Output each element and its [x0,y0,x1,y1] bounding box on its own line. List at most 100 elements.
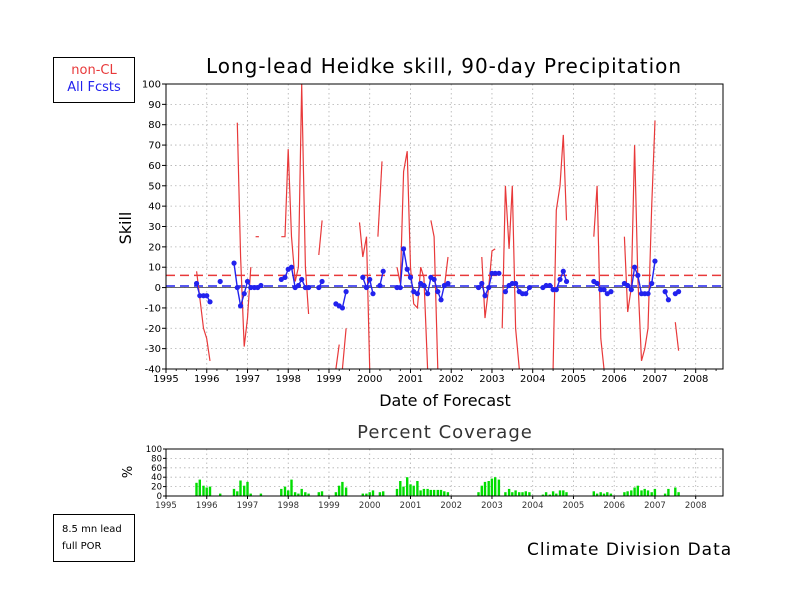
coverage-bar [399,481,402,496]
coverage-bar [409,484,412,497]
series-line-noncl [396,151,429,369]
series-line-noncl [430,220,439,369]
coverage-x-tick-label: 2004 [522,501,544,511]
coverage-bar [198,479,201,496]
data-point-all-fcsts [244,278,251,285]
coverage-bar [320,491,324,496]
coverage-bar [541,494,545,496]
lead-info-box: 8.5 mn lead full POR [53,514,135,562]
coverage-bar [514,490,517,496]
coverage-bar [208,486,212,496]
data-point-all-fcsts [560,268,566,274]
coverage-bar [317,492,320,496]
data-point-all-fcsts [248,284,254,291]
coverage-bar [219,493,222,496]
data-source-label: Climate Division Data [527,540,733,560]
data-point-all-fcsts [282,274,288,280]
coverage-bar [232,488,236,496]
x-tick-label: 1999 [316,374,341,385]
coverage-frame [165,448,724,497]
data-point-all-fcsts [526,284,533,291]
data-point-all-fcsts [557,276,563,283]
series-line-noncl [623,120,656,362]
coverage-bar [653,488,657,496]
coverage-x-tick-label: 1997 [237,501,259,511]
y-tick-label: 10 [148,263,161,274]
data-point-all-fcsts [295,282,302,289]
data-point-all-fcsts [316,284,322,291]
y-axis-title: Skill [116,212,135,245]
data-point-all-fcsts [631,264,638,270]
data-point-all-fcsts [197,293,203,299]
data-point-all-fcsts [628,287,634,293]
coverage-bar [646,490,650,496]
coverage-bar [504,492,507,496]
series-line-noncl [593,185,605,369]
y-tick-label: 40 [148,202,161,213]
x-tick-label: 1997 [235,374,260,385]
coverage-bar [524,491,527,496]
coverage-bar [432,489,436,496]
coverage-bar [609,493,613,496]
data-point-all-fcsts [231,260,237,266]
data-point-all-fcsts [625,282,631,289]
coverage-x-tick-label: 2003 [481,501,503,511]
data-point-all-fcsts [547,282,553,289]
coverage-x-tick-label: 2007 [644,501,666,511]
series-line-noncl [443,256,449,288]
coverage-bar [633,487,636,496]
coverage-x-tick-label: 2006 [603,501,625,511]
x-tick-label: 2004 [520,374,545,385]
coverage-bar [436,489,439,496]
data-point-all-fcsts [193,280,200,287]
coverage-bar [677,492,680,496]
data-point-all-fcsts [207,299,213,305]
x-tick-label: 2001 [398,374,423,385]
legend-entry-noncl: non-CL [71,63,117,78]
coverage-bar [249,493,252,496]
data-point-all-fcsts [424,291,431,297]
y-tick-label: -10 [145,303,161,314]
legend-box: non-CL All Fcsts [53,57,135,103]
coverage-bar [382,491,385,496]
data-point-all-fcsts [675,289,682,295]
coverage-bar [667,488,670,496]
coverage-bar [202,485,205,496]
data-point-all-fcsts [234,284,240,291]
series-line-noncl [552,134,568,369]
coverage-y-tick-label: 80 [151,454,162,464]
x-tick-label: 2003 [479,374,504,385]
series-line-noncl [341,328,347,369]
coverage-bar [626,491,629,496]
coverage-bar [497,479,501,496]
coverage-bar [287,490,290,496]
coverage-bar [290,479,293,496]
data-point-all-fcsts [370,291,376,297]
y-tick-label: 60 [148,161,161,172]
data-point-all-fcsts [635,272,641,278]
coverage-bar [300,488,303,496]
coverage-bar [365,493,368,496]
lead-time-label: 8.5 mn lead [62,524,122,535]
data-point-all-fcsts [241,291,247,297]
data-point-all-fcsts [608,289,614,295]
data-point-all-fcsts [288,264,295,270]
coverage-y-tick-label: 0 [157,492,162,502]
y-tick-label: 70 [148,141,161,152]
series-line-noncl [358,222,371,369]
coverage-bar [280,488,283,496]
coverage-x-tick-label: 1995 [155,501,177,511]
coverage-x-tick-label: 2002 [440,501,462,511]
plot-frame [165,83,724,370]
data-point-all-fcsts [400,246,407,252]
data-point-all-fcsts [237,303,244,309]
coverage-bar [636,485,639,496]
coverage-y-tick-label: 20 [151,483,162,493]
coverage-bar [674,487,677,496]
y-tick-label: -30 [145,344,161,355]
coverage-bar [439,489,443,496]
coverage-bar [422,488,426,496]
coverage-bar [426,488,429,496]
x-tick-label: 2000 [357,374,382,385]
